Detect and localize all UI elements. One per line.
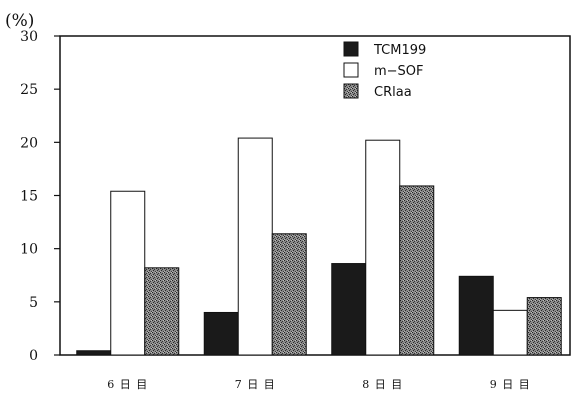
y-tick-label: 30 [20,29,38,45]
legend-label: TCM199 [373,43,426,58]
bar-crlaa-6 [144,267,180,356]
legend-swatch [343,41,359,57]
x-tick-label: 7 日 目 [235,378,276,391]
y-axis: 0 5 10 15 20 25 30 [20,29,60,364]
x-tick-label: 8 日 目 [362,378,403,391]
y-tick-label: 10 [20,242,38,258]
bar-crlaa-7 [271,233,307,356]
bar-tcm199-9 [458,275,494,356]
x-tick-label: 6 日 目 [107,378,148,391]
legend-swatch [343,62,359,78]
y-tick-label: 15 [20,189,38,205]
bar-m-sof-8 [365,139,401,356]
legend: TCM199 m−SOF CRlaa [343,41,426,100]
bar-tcm199-7 [203,311,239,356]
x-tick-label: 9 日 目 [490,378,531,391]
bar-tcm199-6 [76,350,112,356]
y-tick-label: 0 [29,348,38,364]
legend-label: m−SOF [374,64,424,79]
bar-crlaa-8 [399,185,435,356]
x-axis: 6 日 目 7 日 目 8 日 目 9 日 目 [107,378,531,391]
bar-tcm199-8 [331,263,367,356]
y-tick-label: 20 [20,135,38,151]
legend-label: CRlaa [374,85,412,100]
bar-m-sof-9 [492,309,528,356]
bar-crlaa-9 [526,297,562,356]
y-tick-label: 25 [20,82,38,98]
bar-m-sof-6 [110,190,146,356]
legend-swatch [343,83,359,99]
y-unit-label: (%) [5,11,34,31]
bar-m-sof-7 [237,137,273,356]
y-tick-label: 5 [29,295,38,311]
bars [76,137,562,356]
